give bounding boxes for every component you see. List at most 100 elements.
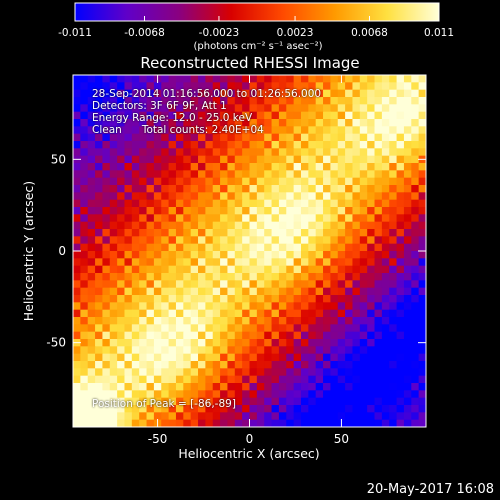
heatmap-cell <box>411 89 420 98</box>
heatmap-cell <box>359 346 368 355</box>
heatmap-cell <box>249 236 258 245</box>
heatmap-cell <box>205 251 214 259</box>
x-tick-label: 0 <box>246 432 254 446</box>
heatmap-cell <box>80 89 89 98</box>
heatmap-cell <box>95 163 104 171</box>
heatmap-cell <box>337 309 346 318</box>
heatmap-cell <box>139 397 148 406</box>
heatmap-cell <box>198 375 206 384</box>
heatmap-cell <box>293 353 302 362</box>
heatmap-cell <box>87 155 96 164</box>
heatmap-cell <box>411 214 420 223</box>
heatmap-cell <box>396 75 405 83</box>
heatmap-cell <box>227 155 236 164</box>
heatmap-cell <box>124 97 133 105</box>
heatmap-cell <box>374 148 383 157</box>
heatmap-cell <box>264 97 273 105</box>
heatmap-cell <box>95 133 104 142</box>
heatmap-cell <box>87 229 96 237</box>
heatmap-cell <box>131 221 140 230</box>
heatmap-cell <box>117 170 126 179</box>
heatmap-cell <box>227 331 236 340</box>
heatmap-cell <box>124 390 133 399</box>
heatmap-cell <box>411 155 420 164</box>
heatmap-cell <box>190 119 199 127</box>
heatmap-cell <box>352 104 361 113</box>
heatmap-cell <box>389 280 398 289</box>
heatmap-cell <box>271 170 280 179</box>
heatmap-cell <box>190 368 199 377</box>
heatmap-cell <box>418 111 426 120</box>
heatmap-cell <box>153 412 162 421</box>
heatmap-cell <box>139 221 148 230</box>
heatmap-cell <box>73 104 81 113</box>
heatmap-cell <box>293 324 302 333</box>
heatmap-cell <box>359 185 368 193</box>
heatmap-cell <box>389 141 398 149</box>
heatmap-cell <box>183 148 192 157</box>
heatmap-cell <box>337 243 346 252</box>
heatmap-cell <box>80 214 89 223</box>
heatmap-cell <box>87 111 96 120</box>
heatmap-cell <box>323 368 331 377</box>
heatmap-cell <box>418 104 426 113</box>
heatmap-cell <box>95 368 104 377</box>
heatmap-cell <box>161 405 170 413</box>
heatmap-cell <box>374 375 383 384</box>
heatmap-cell <box>198 419 206 427</box>
heatmap-cell <box>389 177 398 186</box>
heatmap-cell <box>411 133 420 142</box>
heatmap-cell <box>337 273 346 281</box>
heatmap-cell <box>234 273 243 281</box>
heatmap-cell <box>278 331 287 340</box>
heatmap-cell <box>359 177 368 186</box>
heatmap-cell <box>396 133 405 142</box>
heatmap-cell <box>345 133 354 142</box>
heatmap-cell <box>286 163 295 171</box>
heatmap-cell <box>175 280 184 289</box>
heatmap-cell <box>249 199 258 208</box>
heatmap-cell <box>367 199 376 208</box>
heatmap-cell <box>352 221 361 230</box>
heatmap-cell <box>95 207 104 215</box>
heatmap-cell <box>256 185 265 193</box>
heatmap-cell <box>345 280 354 289</box>
heatmap-cell <box>418 243 426 252</box>
heatmap-cell <box>300 295 309 303</box>
heatmap-cell <box>109 148 118 157</box>
heatmap-cell <box>337 405 346 413</box>
heatmap-cell <box>117 295 126 303</box>
heatmap-cell <box>271 280 280 289</box>
y-tick-label: 50 <box>51 152 66 166</box>
heatmap-cell <box>102 251 111 259</box>
heatmap-cell <box>359 251 368 259</box>
heatmap-cell <box>117 214 126 223</box>
heatmap-cell <box>359 170 368 179</box>
heatmap-cell <box>403 412 412 421</box>
heatmap-cell <box>227 97 236 105</box>
heatmap-cell <box>271 353 280 362</box>
heatmap-cell <box>212 133 221 142</box>
heatmap-cell <box>139 192 148 201</box>
heatmap-cell <box>389 75 398 83</box>
heatmap-cell <box>300 309 309 318</box>
heatmap-cell <box>242 141 251 149</box>
heatmap-cell <box>227 148 236 157</box>
heatmap-cell <box>117 89 126 98</box>
heatmap-cell <box>242 104 251 113</box>
heatmap-cell <box>220 405 229 413</box>
heatmap-cell <box>315 111 324 120</box>
heatmap-cell <box>396 111 405 120</box>
heatmap-cell <box>168 199 177 208</box>
heatmap-cell <box>374 155 383 164</box>
heatmap-cell <box>117 119 126 127</box>
heatmap-cell <box>418 361 426 369</box>
heatmap-cell <box>205 89 214 98</box>
heatmap-cell <box>175 339 184 347</box>
heatmap-cell <box>374 185 383 193</box>
heatmap-cell <box>95 148 104 157</box>
heatmap-cell <box>227 258 236 267</box>
heatmap-cell <box>168 353 177 362</box>
heatmap-cell <box>271 229 280 237</box>
heatmap-cell <box>345 383 354 391</box>
